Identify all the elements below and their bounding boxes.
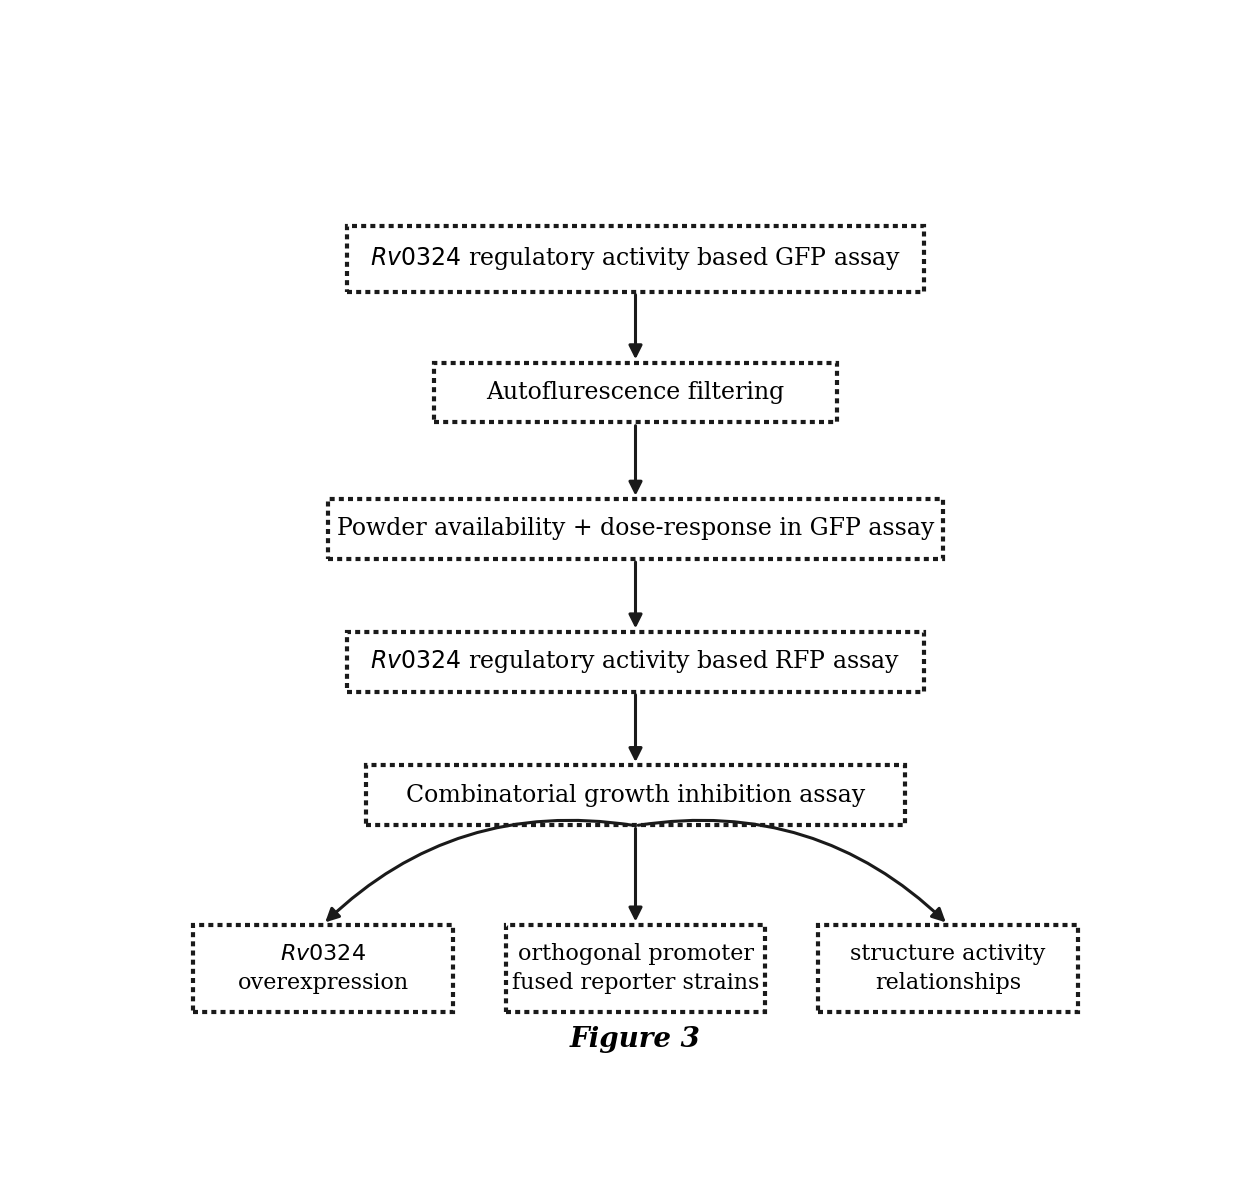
- FancyBboxPatch shape: [506, 925, 765, 1013]
- Text: orthogonal promoter
fused reporter strains: orthogonal promoter fused reporter strai…: [512, 943, 759, 994]
- Text: Powder availability + dose-response in GFP assay: Powder availability + dose-response in G…: [337, 517, 934, 540]
- FancyBboxPatch shape: [327, 499, 944, 559]
- Text: Figure 3: Figure 3: [570, 1026, 701, 1053]
- FancyBboxPatch shape: [347, 226, 924, 292]
- Text: $\mathit{Rv0324}$
overexpression: $\mathit{Rv0324}$ overexpression: [238, 943, 409, 994]
- FancyBboxPatch shape: [434, 363, 837, 423]
- Text: Combinatorial growth inhibition assay: Combinatorial growth inhibition assay: [405, 784, 866, 807]
- Text: Autoflurescence filtering: Autoflurescence filtering: [486, 381, 785, 405]
- Text: $\mathit{Rv0324}$ regulatory activity based GFP assay: $\mathit{Rv0324}$ regulatory activity ba…: [370, 245, 901, 273]
- Text: $\mathit{Rv0324}$ regulatory activity based RFP assay: $\mathit{Rv0324}$ regulatory activity ba…: [371, 648, 900, 675]
- FancyBboxPatch shape: [367, 765, 905, 825]
- FancyBboxPatch shape: [347, 632, 924, 692]
- Text: structure activity
relationships: structure activity relationships: [851, 943, 1045, 994]
- FancyBboxPatch shape: [193, 925, 453, 1013]
- FancyBboxPatch shape: [818, 925, 1078, 1013]
